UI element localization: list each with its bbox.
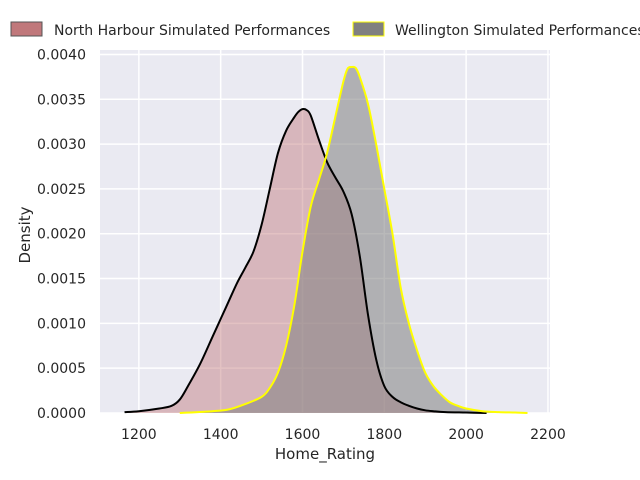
y-tick-label: 0.0005	[37, 361, 86, 377]
y-tick-label: 0.0035	[37, 92, 86, 108]
y-axis-ticks: 0.0000 0.0005 0.0010 0.0015 0.0020 0.0025 0.00…	[37, 47, 86, 422]
y-tick-label: 0.0040	[37, 47, 86, 63]
legend-label-wellington: Wellington Simulated Performances	[395, 23, 640, 39]
x-tick-label: 2000	[448, 427, 484, 443]
legend: North Harbour Simulated Performances Wel…	[10, 21, 640, 39]
x-tick-label: 2200	[530, 427, 566, 443]
x-tick-label: 1200	[121, 427, 157, 443]
y-tick-label: 0.0010	[37, 316, 86, 332]
line-north-harbour-simulated-performances	[124, 108, 487, 414]
legend-swatch-wellington	[352, 21, 385, 37]
x-axis-label: Home_Rating	[275, 445, 375, 464]
legend-swatch-north-harbour	[10, 21, 43, 37]
x-tick-label: 1400	[203, 427, 239, 443]
x-tick-label: 1600	[285, 427, 321, 443]
y-axis-label: Density	[16, 206, 34, 263]
x-tick-label: 1800	[366, 427, 402, 443]
legend-label-north-harbour: North Harbour Simulated Performances	[54, 23, 330, 39]
line-wellington-simulated-performances	[179, 65, 528, 414]
x-axis-ticks: 1200 1400 1600 1800 2000 2200	[121, 427, 566, 443]
y-tick-label: 0.0025	[37, 182, 86, 198]
y-tick-label: 0.0000	[37, 406, 86, 422]
series-layer	[124, 65, 528, 414]
y-tick-label: 0.0030	[37, 137, 86, 153]
y-tick-label: 0.0015	[37, 272, 86, 288]
area-wellington-simulated-performances	[179, 66, 528, 413]
y-tick-label: 0.0020	[37, 227, 86, 243]
